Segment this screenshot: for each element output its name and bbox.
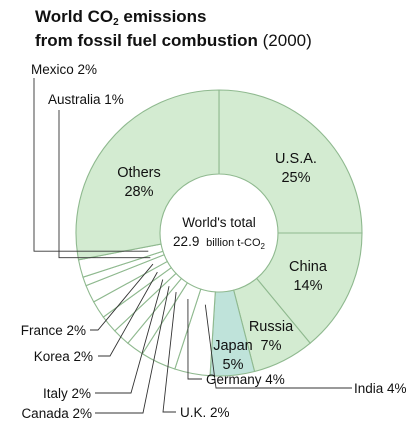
- callout-label-italy: Italy 2%: [43, 386, 91, 401]
- callout-line-u-k: [162, 292, 177, 413]
- callout-label-canada: Canada 2%: [21, 406, 92, 421]
- callout-line-india: [204, 304, 352, 389]
- callout-label-korea: Korea 2%: [34, 349, 93, 364]
- callout-label-mexico: Mexico 2%: [31, 62, 97, 77]
- slice-label-japan: Japan 5%: [213, 338, 253, 373]
- center-label: World's total: [182, 215, 256, 230]
- slice-u-s-a: [218, 89, 363, 234]
- title-rest: emissions: [118, 7, 207, 26]
- callout-label-u-k: U.K. 2%: [180, 405, 230, 420]
- callout-line-canada: [95, 286, 170, 414]
- callout-line-korea: [98, 271, 158, 357]
- callout-line-italy: [95, 279, 164, 394]
- callout-label-germany: Germany 4%: [206, 372, 285, 387]
- callout-line-australia: [58, 110, 151, 259]
- title-main: World CO: [35, 7, 114, 26]
- slice-label-russia: Russia 7%: [249, 319, 294, 354]
- center-unit-subscript: 2: [261, 242, 266, 251]
- callout-line-germany: [187, 299, 202, 380]
- callout-label-france: France 2%: [21, 323, 86, 338]
- title-year: (2000): [262, 31, 312, 50]
- slice-label-others: Others 28%: [117, 165, 161, 200]
- center-value: 22.9: [173, 234, 199, 249]
- callout-line-mexico: [33, 78, 149, 252]
- center-unit: billion t-CO: [206, 237, 261, 249]
- callout-label-india: India 4%: [354, 381, 407, 396]
- title-line2: from fossil fuel combustion: [35, 31, 258, 50]
- callout-label-australia: Australia 1%: [48, 92, 124, 107]
- chart-title: World CO2 emissions from fossil fuel com…: [35, 6, 312, 51]
- slice-others: [75, 89, 220, 261]
- slice-label-u-s-a: U.S.A. 25%: [275, 151, 317, 186]
- callout-line-france: [90, 263, 154, 331]
- slice-label-china: China 14%: [289, 259, 328, 294]
- title-subscript: 2: [113, 17, 119, 28]
- center-total: 22.9 billion t-CO2: [173, 234, 265, 251]
